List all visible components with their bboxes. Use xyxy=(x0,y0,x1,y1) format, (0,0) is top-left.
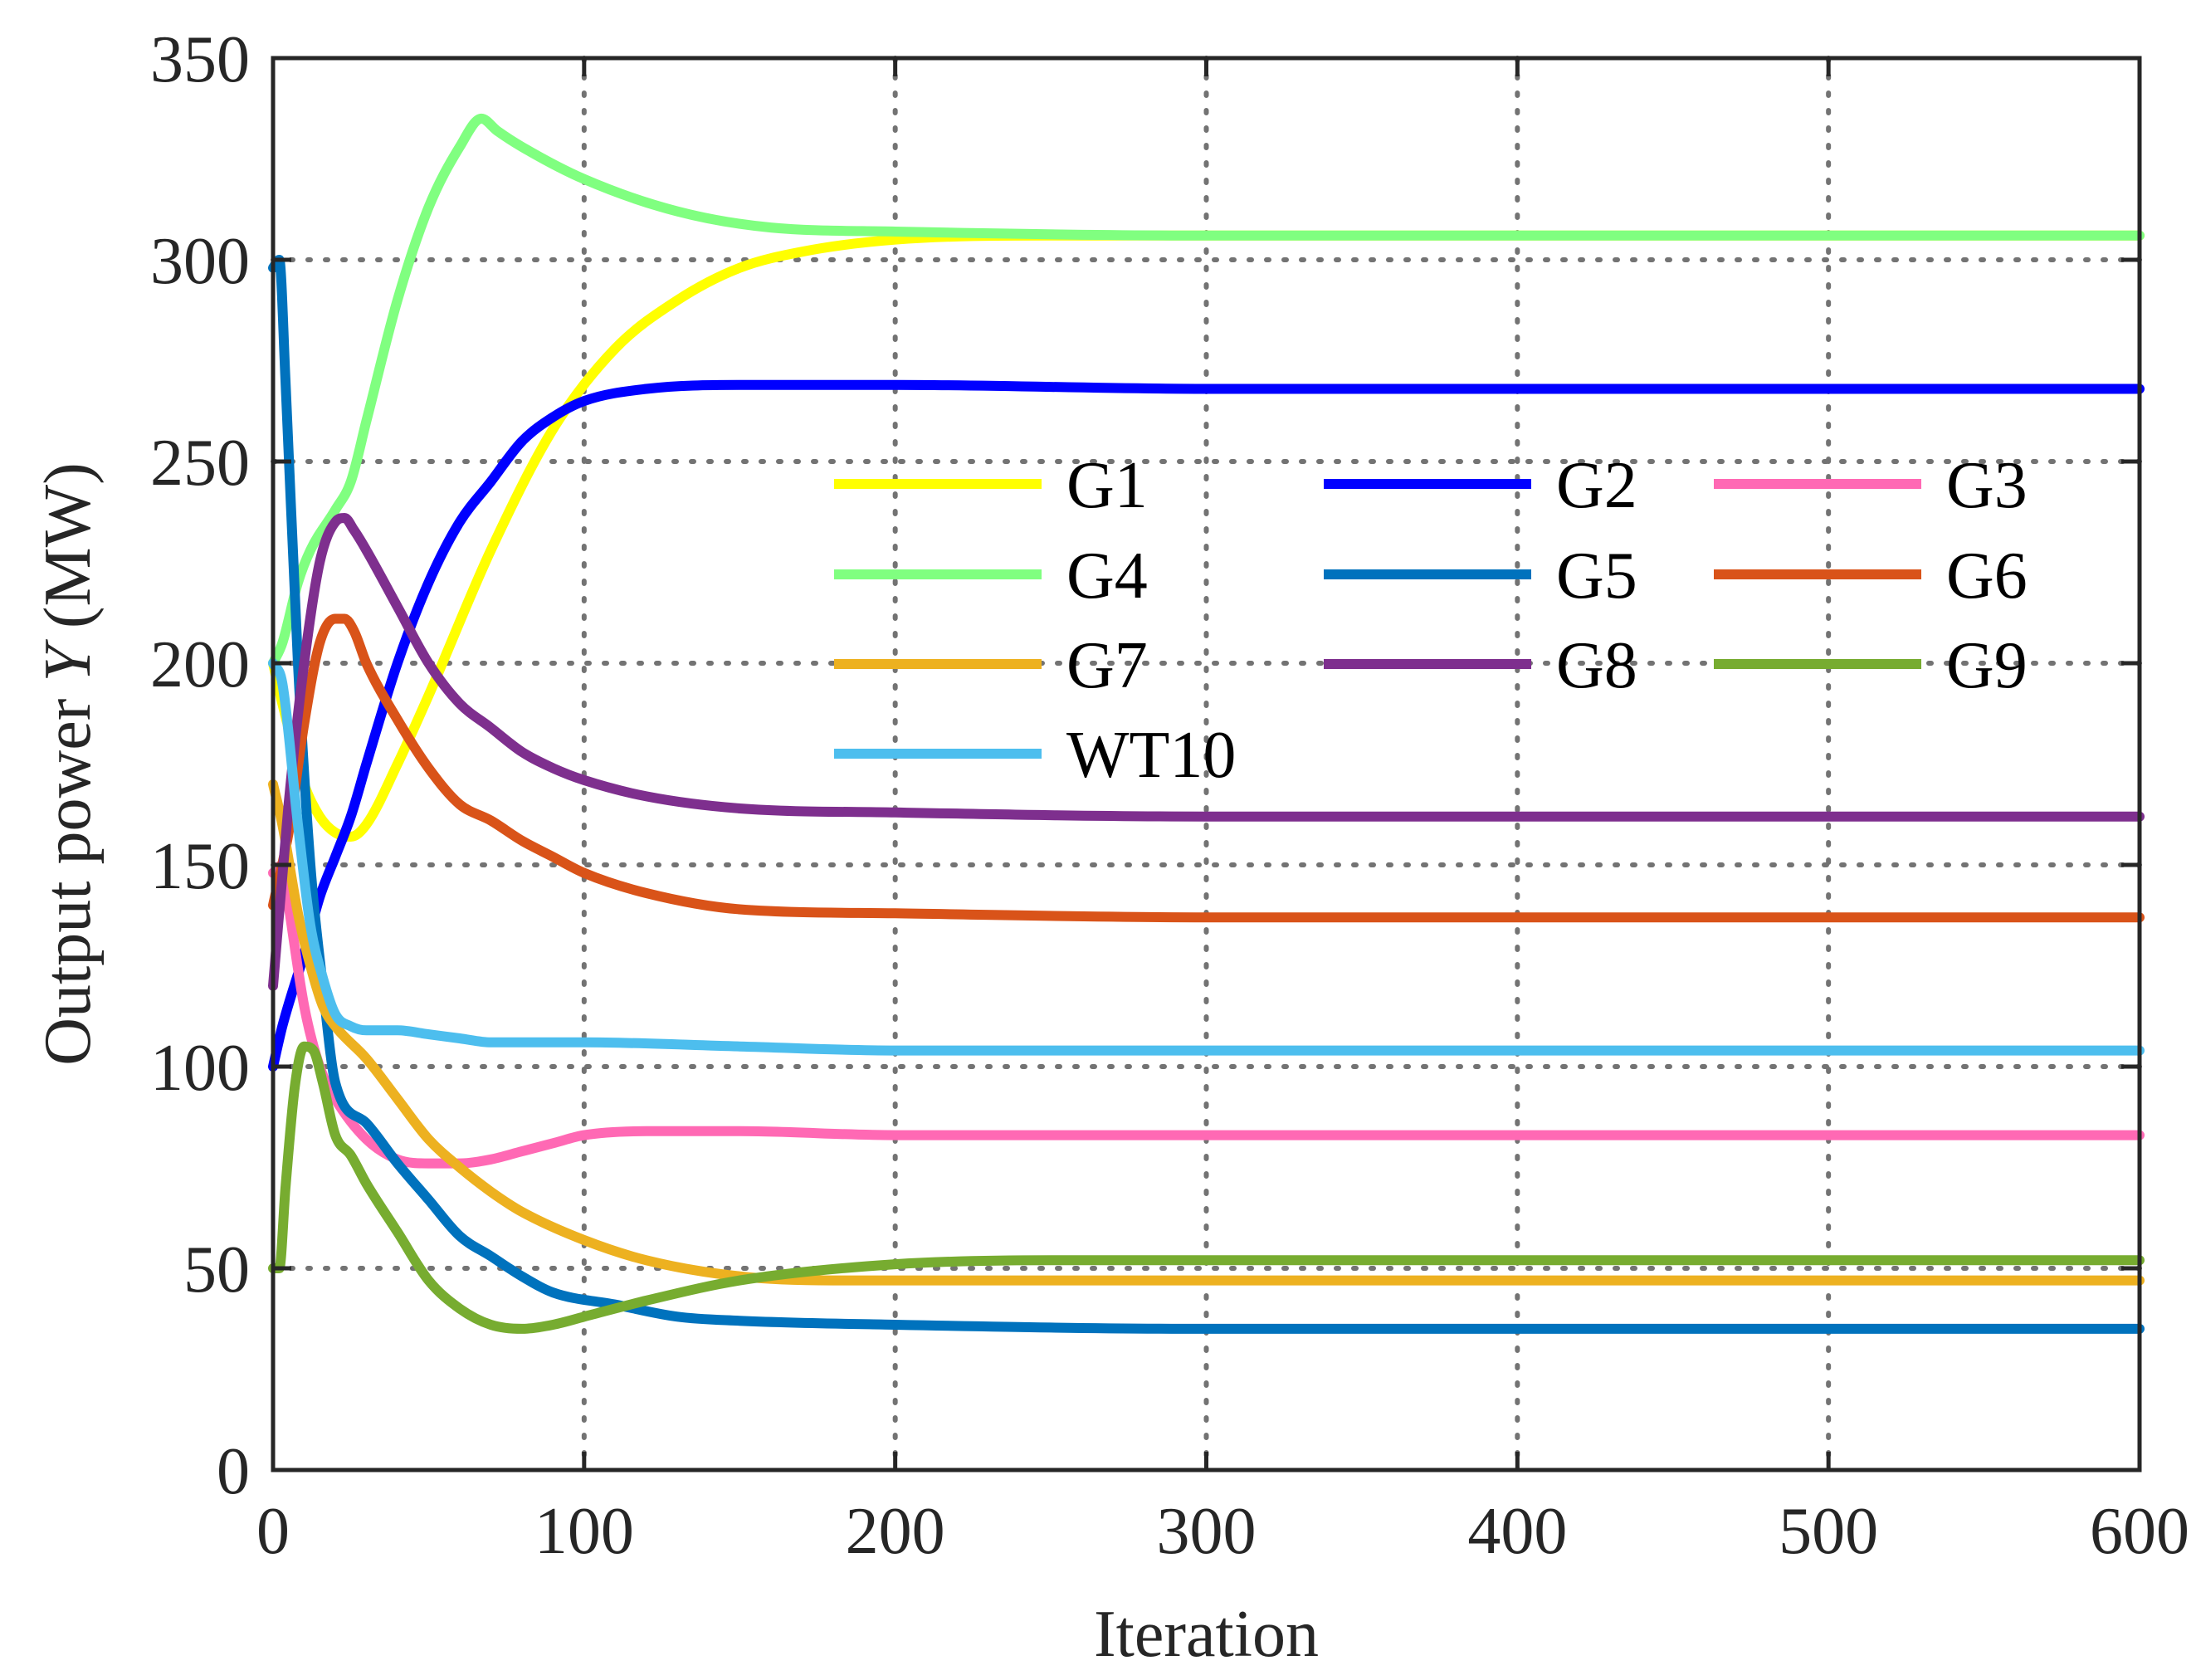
x-tick-label: 500 xyxy=(1779,1495,1878,1568)
series-line-g7 xyxy=(268,779,2145,1286)
legend-label-g9: G9 xyxy=(1946,629,2028,702)
legend-label-g8: G8 xyxy=(1556,629,1637,702)
x-tick-label: 300 xyxy=(1157,1495,1257,1568)
y-tick-label: 150 xyxy=(150,830,250,903)
series-line-g6 xyxy=(268,613,2145,923)
series-line-g5 xyxy=(268,255,2145,1334)
x-tick-label: 200 xyxy=(846,1495,945,1568)
y-tick-label: 300 xyxy=(150,225,250,298)
y-axis-title-suffix: (MW) xyxy=(32,462,105,645)
y-tick-label: 50 xyxy=(183,1233,250,1306)
legend: G1 G2 G3 G4 G5 G6 G7 G8 G9 WT10 xyxy=(834,449,2028,792)
legend-label-g4: G4 xyxy=(1066,540,1148,613)
x-tick-label: 0 xyxy=(256,1495,290,1568)
legend-label-g6: G6 xyxy=(1946,540,2028,613)
y-tick-label: 250 xyxy=(150,427,250,500)
legend-label-wt10: WT10 xyxy=(1066,719,1236,792)
legend-label-g2: G2 xyxy=(1556,449,1637,522)
series-lines xyxy=(268,113,2145,1334)
y-tick-label: 350 xyxy=(150,23,250,96)
x-tick-label: 100 xyxy=(534,1495,634,1568)
series-line-wt10 xyxy=(268,658,2145,1056)
series-line-g3 xyxy=(268,860,2145,1169)
axis-ticks: 0 100 200 300 400 500 600 0 50 100 150 200 250 300 350 xyxy=(150,23,2189,1568)
y-tick-label: 100 xyxy=(150,1032,250,1105)
x-tick-label: 600 xyxy=(2090,1495,2189,1568)
x-axis-title: Iteration xyxy=(1094,1598,1319,1671)
y-tick-label: 0 xyxy=(217,1435,250,1508)
legend-label-g5: G5 xyxy=(1556,540,1637,613)
x-tick-label: 400 xyxy=(1467,1495,1567,1568)
y-tick-label: 200 xyxy=(150,628,250,701)
legend-label-g1: G1 xyxy=(1066,449,1148,522)
series-line-g2 xyxy=(268,379,2145,1072)
y-axis-title: Output power Y (MW) xyxy=(32,462,105,1066)
y-axis-title-variable: Y xyxy=(32,639,105,682)
legend-label-g3: G3 xyxy=(1946,449,2028,522)
legend-label-g7: G7 xyxy=(1066,629,1148,702)
series-line-g8 xyxy=(268,513,2145,991)
series-line-g4 xyxy=(268,113,2145,668)
series-line-g9 xyxy=(268,1041,2145,1334)
y-axis-title-prefix: Output power xyxy=(32,682,105,1066)
